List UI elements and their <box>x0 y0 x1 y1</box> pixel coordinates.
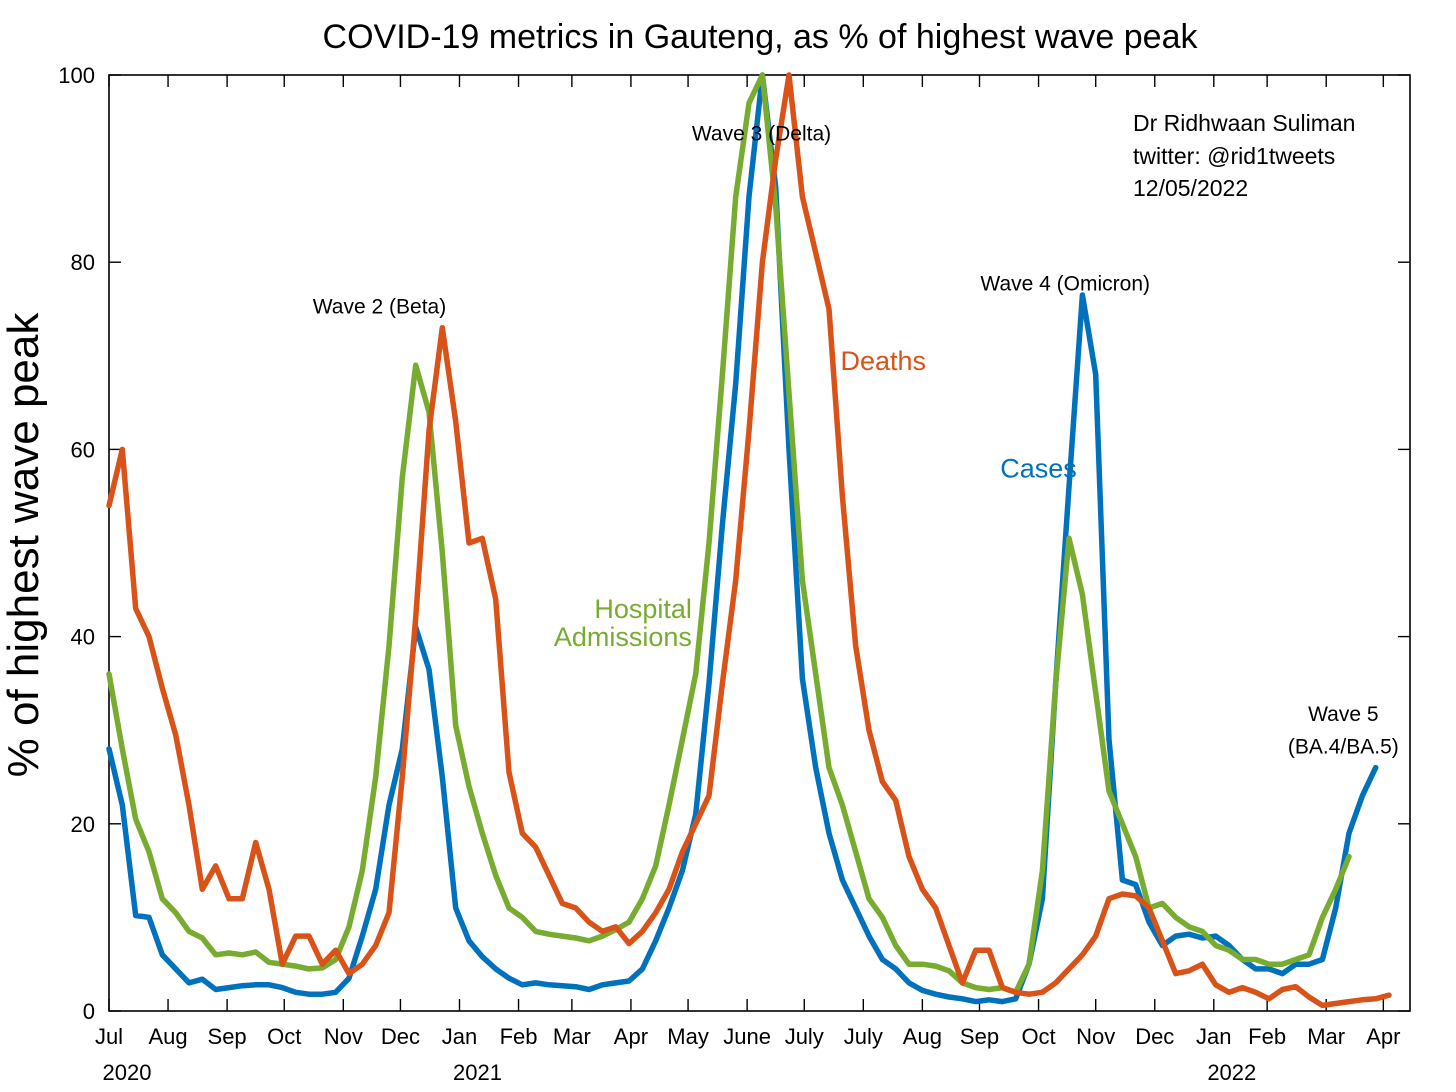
x-tick-label: Mar <box>553 1024 591 1049</box>
x-tick-label: Aug <box>148 1024 187 1049</box>
y-tick-label: 60 <box>71 437 95 462</box>
plot-frame <box>108 74 1411 1012</box>
x-tick-label: Feb <box>500 1024 538 1049</box>
x-year-label: 2022 <box>1207 1060 1256 1085</box>
series-label-line: Cases <box>1000 453 1077 483</box>
series-line-hospital-admissions <box>106 72 1352 996</box>
series-label-cases: Cases <box>1000 453 1077 483</box>
x-tick-label: Sep <box>960 1024 999 1049</box>
wave-annotation: Wave 5 <box>1308 703 1378 726</box>
x-tick-label: Jan <box>442 1024 477 1049</box>
wave-annotation: Wave 4 (Omicron) <box>980 272 1150 295</box>
credit-block: Dr Ridhwaan Suliman twitter: @rid1tweets… <box>1133 110 1355 201</box>
series-label-line: Admissions <box>554 622 692 652</box>
x-tick-label: Oct <box>1021 1024 1055 1049</box>
x-tick-label: May <box>667 1024 709 1049</box>
x-tick-label: July <box>785 1024 824 1049</box>
series-label-hospital-admissions: Hospital Admissions <box>554 594 692 652</box>
credit-date: 12/05/2022 <box>1133 175 1248 201</box>
series-label-deaths: Deaths <box>840 346 926 376</box>
series-label-line: Hospital <box>594 594 692 624</box>
x-tick-label: Jul <box>95 1024 123 1049</box>
credit-author: Dr Ridhwaan Suliman <box>1133 110 1355 136</box>
wave-annotation: (BA.4/BA.5) <box>1288 736 1399 759</box>
wave-annotation: Wave 3 (Delta) <box>692 123 831 146</box>
annotations: Cases Hospital Admissions Deaths Wave 2 (Bet… <box>313 123 1399 759</box>
x-tick-label: Mar <box>1307 1024 1345 1049</box>
x-tick-label: Apr <box>614 1024 648 1049</box>
x-tick-label: Aug <box>903 1024 942 1049</box>
credit-twitter: twitter: @rid1tweets <box>1133 143 1335 169</box>
x-tick-label: Sep <box>208 1024 247 1049</box>
y-tick-label: 0 <box>83 999 95 1024</box>
x-tick-label: Nov <box>324 1024 363 1049</box>
x-tick-label: Dec <box>381 1024 420 1049</box>
x-tick-label: Nov <box>1076 1024 1115 1049</box>
y-tick-label: 100 <box>58 63 95 88</box>
x-tick-label: Oct <box>267 1024 301 1049</box>
x-tick-label: Dec <box>1135 1024 1174 1049</box>
y-axis-label: % of highest wave peak <box>0 312 48 778</box>
x-tick-label: July <box>844 1024 883 1049</box>
series-label-line: Deaths <box>840 346 926 376</box>
x-tick-label: Apr <box>1366 1024 1400 1049</box>
series-line-cases <box>106 72 1379 1005</box>
axes: 0 20 40 60 80 100 Jul Aug Sep Oct Nov Dec Jan Feb Mar A… <box>58 63 1410 1085</box>
y-tick-label: 80 <box>71 250 95 275</box>
wave-annotation: Wave 2 (Beta) <box>313 296 446 319</box>
series-line-deaths <box>106 72 1392 1009</box>
chart-title: COVID-19 metrics in Gauteng, as % of hig… <box>323 18 1199 56</box>
y-tick-label: 40 <box>71 625 95 650</box>
x-tick-label: June <box>723 1024 771 1049</box>
series-lines <box>106 72 1392 1009</box>
y-tick-label: 20 <box>71 812 95 837</box>
x-tick-label: Jan <box>1196 1024 1231 1049</box>
x-year-label: 2020 <box>103 1060 152 1085</box>
x-year-label: 2021 <box>453 1060 502 1085</box>
x-tick-label: Feb <box>1248 1024 1286 1049</box>
